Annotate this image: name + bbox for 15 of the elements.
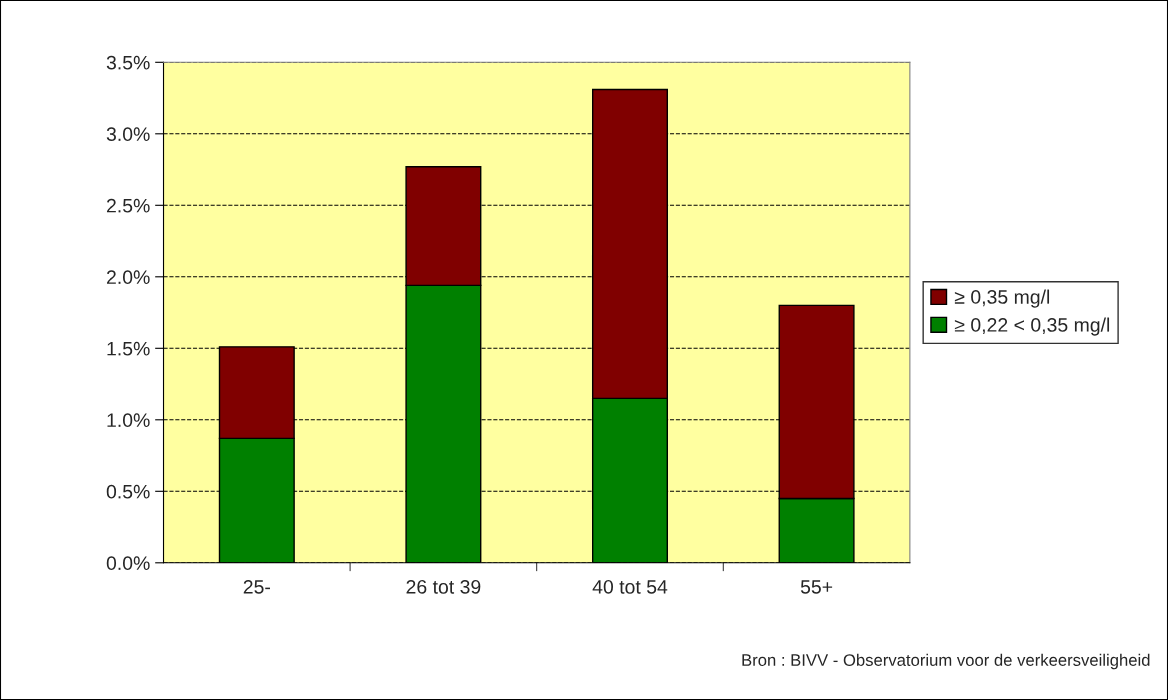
legend-label: ≥ 0,22 < 0,35 mg/l [954,317,1110,336]
y-tick-label: 3.0% [106,127,150,142]
y-tick-label: 0.5% [106,484,150,499]
y-tick-label: 1.0% [107,413,150,428]
y-tick-label: 3.5% [106,55,150,70]
y-tick-label: 2.0% [106,270,150,285]
y-tick-label: 2.5% [106,198,150,213]
text: Bron : BIVV - Observatorium voor de verkeersveiligheid [742,653,1150,670]
x-tick-label: 26 tot 39 [406,579,481,594]
legend-label: ≥ 0,35 mg/l [954,289,1050,308]
x-tick-label: 25- [243,579,270,594]
x-tick-label: 40 tot 54 [592,579,668,594]
y-tick-label: 0.0% [106,556,150,571]
y-tick-label: 1.5% [107,341,150,356]
x-tick-label: 55+ [800,580,833,594]
